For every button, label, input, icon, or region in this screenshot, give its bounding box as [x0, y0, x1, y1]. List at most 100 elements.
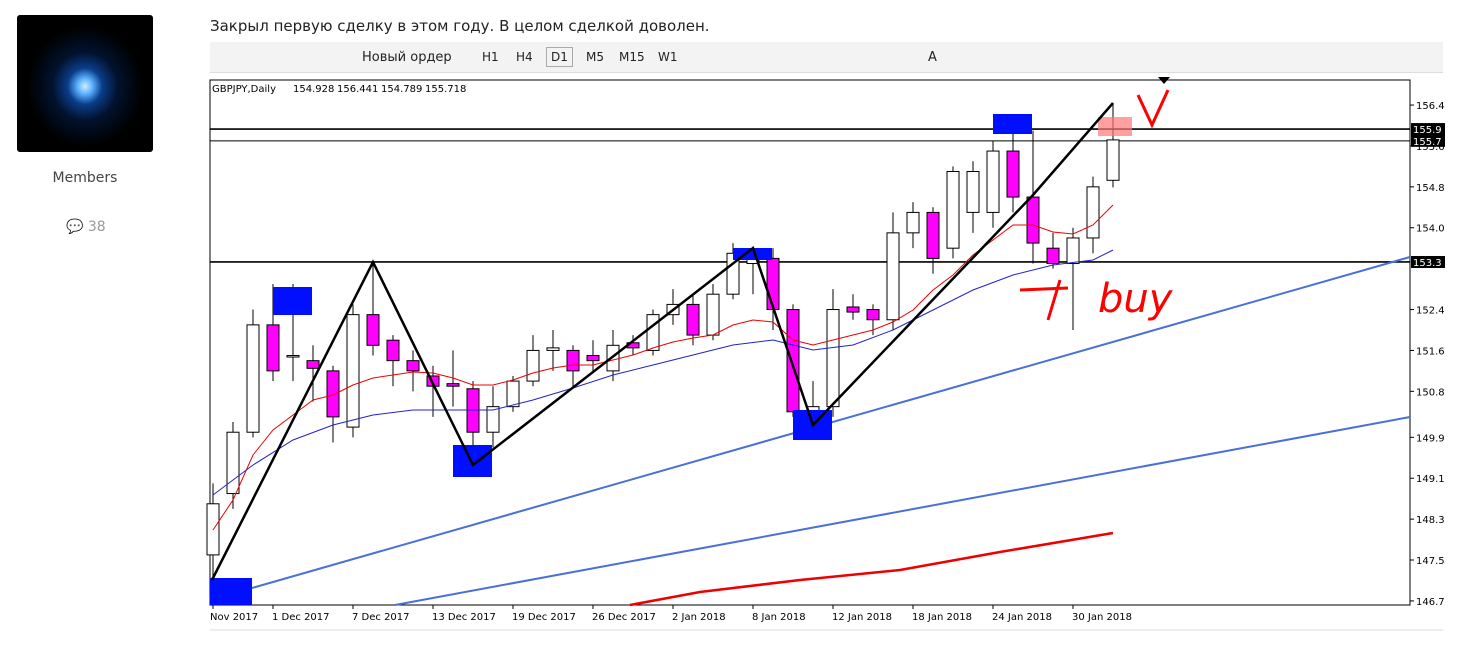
candle-body	[626, 342, 640, 349]
candle-body	[926, 211, 940, 259]
candle-body	[586, 355, 600, 362]
new-order-button[interactable]: Новый ордер	[362, 50, 452, 65]
avatar[interactable]	[17, 15, 153, 152]
candle-body	[1026, 196, 1040, 244]
level-label-box	[1411, 134, 1445, 147]
candle-body	[806, 406, 820, 413]
y-tick-label: 151.6	[1416, 346, 1445, 357]
trend-line	[394, 416, 1411, 606]
y-tick-label: 149.1	[1416, 474, 1445, 485]
level-label-box	[1411, 255, 1445, 268]
x-tick-label: 8 Jan 2018	[752, 612, 806, 623]
ohlc-value: 155.718	[425, 84, 466, 95]
candle-body	[466, 388, 480, 433]
candle-body	[966, 171, 980, 213]
post-count-value: 38	[87, 219, 106, 235]
check-mark	[1136, 89, 1170, 129]
candle-body	[226, 431, 240, 495]
y-tick-label: 148.3	[1416, 515, 1445, 526]
x-tick-label: 19 Dec 2017	[512, 612, 576, 623]
ma-long	[629, 531, 1114, 607]
level-label: 155.9	[1413, 125, 1442, 136]
x-tick-label: 30 Jan 2018	[1072, 612, 1132, 623]
y-tick-label: 156.4	[1416, 101, 1445, 112]
x-tick-label: 26 Dec 2017	[592, 612, 656, 623]
candle-body	[506, 380, 520, 408]
y-tick-label: 154.0	[1416, 224, 1445, 235]
y-tick-label: 150.8	[1416, 387, 1445, 398]
level-label: 155.7	[1413, 137, 1442, 148]
x-tick-label: 24 Jan 2018	[992, 612, 1052, 623]
candle-body	[346, 314, 360, 428]
marker-box	[453, 445, 492, 477]
candle-body	[786, 309, 800, 413]
marker-box	[733, 248, 772, 260]
candle-body	[946, 171, 960, 249]
candle-body	[886, 232, 900, 321]
arrow-mark	[1019, 279, 1069, 321]
trend-line	[209, 256, 1411, 601]
y-tick-label: 147.5	[1416, 556, 1445, 567]
timeframe-button[interactable]: M15	[619, 50, 645, 64]
marker-box	[273, 287, 312, 315]
target-box	[1098, 117, 1132, 136]
candle-body	[706, 293, 720, 336]
candle-body	[666, 303, 680, 316]
candle-body	[826, 309, 840, 408]
candle-body	[406, 360, 420, 372]
post-text: Закрыл первую сделку в этом году. В цело…	[210, 17, 710, 35]
timeframe-button[interactable]: D1	[546, 47, 573, 67]
x-tick-label: 12 Jan 2018	[832, 612, 892, 623]
timeframe-button[interactable]: M5	[586, 50, 604, 64]
candle-body	[766, 257, 780, 311]
candle-body	[906, 211, 920, 234]
candle-body	[1086, 186, 1100, 239]
zigzag	[210, 102, 1114, 581]
candle-body	[986, 150, 1000, 213]
post-count: 💬 38	[66, 219, 106, 235]
candle-body	[486, 406, 500, 433]
y-tick-label: 152.4	[1416, 306, 1445, 317]
candle-body	[546, 347, 560, 351]
x-tick-label: 18 Jan 2018	[912, 612, 972, 623]
timeframe-button[interactable]: H4	[516, 50, 533, 64]
x-tick-label: 13 Dec 2017	[432, 612, 496, 623]
plot-frame	[209, 79, 1411, 606]
candle-body	[566, 349, 580, 372]
candle-body	[246, 324, 260, 433]
author-group: Members	[52, 170, 118, 186]
symbol: GBPJPY,Daily	[212, 84, 276, 95]
marker-box	[793, 410, 832, 440]
text-tool[interactable]: A	[928, 50, 937, 65]
ohlc-value: 154.928	[293, 84, 334, 95]
candle-body	[606, 344, 620, 372]
marker-box	[993, 114, 1032, 134]
candle-body	[266, 324, 280, 372]
x-tick-label: Nov 2017	[210, 612, 258, 623]
level-label-box	[1411, 123, 1445, 136]
annotation: buy	[1098, 276, 1174, 322]
candle-body	[526, 349, 540, 382]
candle-body	[326, 370, 340, 418]
ohlc-value: 156.441	[337, 84, 378, 95]
drawings	[209, 77, 1411, 607]
ma-fast	[212, 204, 1114, 531]
candle-body	[1066, 237, 1080, 265]
candle-body	[306, 360, 320, 369]
timeframe-button[interactable]: H1	[482, 50, 499, 64]
y-tick-label: 155.6	[1416, 142, 1445, 153]
candle-body	[386, 339, 400, 362]
shift-marker	[1158, 77, 1170, 84]
candle-body	[746, 257, 760, 265]
x-tick-label: 2 Jan 2018	[672, 612, 726, 623]
candle-body	[426, 375, 440, 387]
timeframe-button[interactable]: W1	[658, 50, 678, 64]
candle-body	[686, 303, 700, 336]
candle-body	[726, 252, 740, 295]
level-label: 153.3	[1413, 258, 1442, 269]
x-tick-label: 7 Dec 2017	[352, 612, 410, 623]
y-tick-label: 154.8	[1416, 183, 1445, 194]
ohlc-value: 154.789	[381, 84, 422, 95]
